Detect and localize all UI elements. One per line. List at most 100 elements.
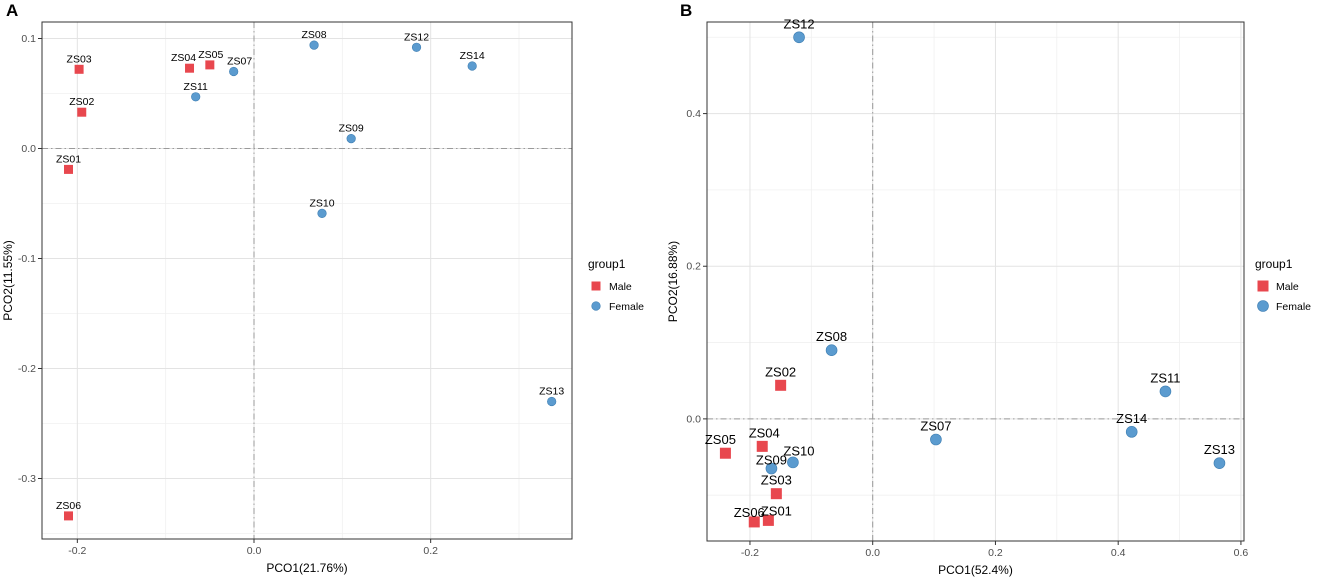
point-label-zs05: ZS05 [705,432,736,447]
panel-label: B [680,1,692,20]
point-zs13 [1213,457,1226,469]
point-label-zs04: ZS04 [171,52,196,64]
point-zs02 [77,107,87,117]
panel-a: A -0.2 0.0 0.2 -0.3 -0.2 -0.1 0.0 0.1 PCO1(21.76%… [1,1,644,575]
point-label-zs02: ZS02 [69,96,94,108]
point-label-zs01: ZS01 [761,503,792,518]
y-tick-label: 0.1 [21,33,36,45]
legend-key-male [1257,280,1269,292]
point-label-zs07: ZS07 [920,418,951,433]
point-label-zs06: ZS06 [56,500,81,512]
point-label-zs06: ZS06 [734,505,765,520]
x-tick-label: -0.2 [68,545,86,557]
x-tick-label: 0.6 [1234,547,1249,559]
y-tick-label: 0.2 [686,261,701,273]
point-zs11 [191,92,201,102]
point-zs13 [547,396,557,407]
point-zs14 [467,61,477,71]
legend: group1 Male Female [588,257,644,313]
legend-key-female [1257,300,1269,312]
y-tick-label: -0.1 [18,253,36,265]
panel-label: A [6,1,18,20]
panel-b: B -0.2 0.0 0.2 0.4 0.6 0.0 0.2 0.4 PCO1(52.4%) PCO… [666,1,1311,577]
point-zs12 [411,42,422,52]
legend-label-female: Female [609,301,644,313]
point-label-zs09: ZS09 [756,452,787,467]
point-label-zs13: ZS13 [1204,442,1235,457]
point-label-zs11: ZS11 [184,81,208,93]
x-axis-title: PCO1(21.76%) [266,561,347,575]
data-points: ZS01 ZS02 ZS03 ZS04 ZS05 ZS06 ZS07 ZS08 ZS09ZS10… [705,16,1235,528]
point-zs07 [229,66,239,77]
point-label-zs14: ZS14 [1116,411,1147,426]
point-label-zs05: ZS05 [198,49,223,61]
point-zs08 [309,40,319,50]
legend-label-male: Male [609,281,632,293]
point-zs06 [748,516,760,528]
x-tick-label: 0.4 [1111,547,1126,559]
point-label-zs14: ZS14 [460,50,485,62]
plot-background [707,22,1244,541]
grid [707,22,1244,541]
point-zs08 [825,344,838,356]
point-label-zs09: ZS09 [339,123,364,135]
point-zs11 [1159,385,1172,398]
legend-label-male: Male [1276,281,1299,293]
x-tick-label: 0.0 [865,547,880,559]
point-zs03 [770,488,782,500]
grid [42,22,572,539]
point-zs02 [775,379,787,391]
legend-key-female [591,301,601,311]
point-zs01 [762,514,774,526]
point-label-zs08: ZS08 [302,29,327,41]
point-zs03 [74,64,84,74]
point-label-zs02: ZS02 [765,364,796,379]
x-tick-label: 0.2 [423,545,438,557]
y-axis-title: PCO2(16.88%) [666,241,680,322]
point-zs04 [756,440,768,452]
point-label-zs11: ZS11 [1150,370,1180,385]
point-label-zs10: ZS10 [309,197,334,209]
y-tick-label: -0.2 [18,363,36,375]
point-zs10 [317,208,327,218]
y-tick-label: 0.0 [21,143,36,155]
x-axis-title: PCO1(52.4%) [938,563,1013,577]
x-tick-label: -0.2 [741,547,759,559]
point-zs14 [1125,426,1138,438]
point-label-zs04: ZS04 [749,425,780,440]
plot-frame [706,21,1245,542]
point-zs01 [64,164,73,174]
y-tick-label: 0.0 [686,413,701,425]
plot-background [42,22,572,539]
point-zs12 [793,31,805,44]
y-tick-label: 0.4 [686,108,701,120]
point-label-zs08: ZS08 [816,329,847,344]
point-label-zs01: ZS01 [56,153,81,165]
point-zs06 [64,511,73,521]
point-label-zs03: ZS03 [761,473,792,488]
point-zs07 [930,433,942,446]
y-axis-title: PCO2(11.55%) [1,240,15,320]
legend-title: group1 [1255,257,1293,271]
x-tick-label: 0.2 [988,547,1003,559]
point-zs10 [787,456,799,469]
point-label-zs07: ZS07 [227,56,252,68]
point-zs05 [205,60,215,70]
y-tick-label: -0.3 [18,473,36,485]
legend-key-male [591,281,601,291]
point-label-zs13: ZS13 [539,386,564,398]
legend-title: group1 [588,257,626,271]
point-zs05 [719,447,731,459]
point-zs09 [346,134,356,144]
legend-label-female: Female [1276,301,1311,313]
x-tick-label: 0.0 [247,545,262,557]
point-zs04 [185,63,195,73]
point-zs09 [765,462,778,475]
legend: group1 Male Female [1255,257,1311,313]
point-label-zs12: ZS12 [784,16,815,31]
point-label-zs03: ZS03 [67,53,92,65]
point-label-zs10: ZS10 [783,443,814,458]
